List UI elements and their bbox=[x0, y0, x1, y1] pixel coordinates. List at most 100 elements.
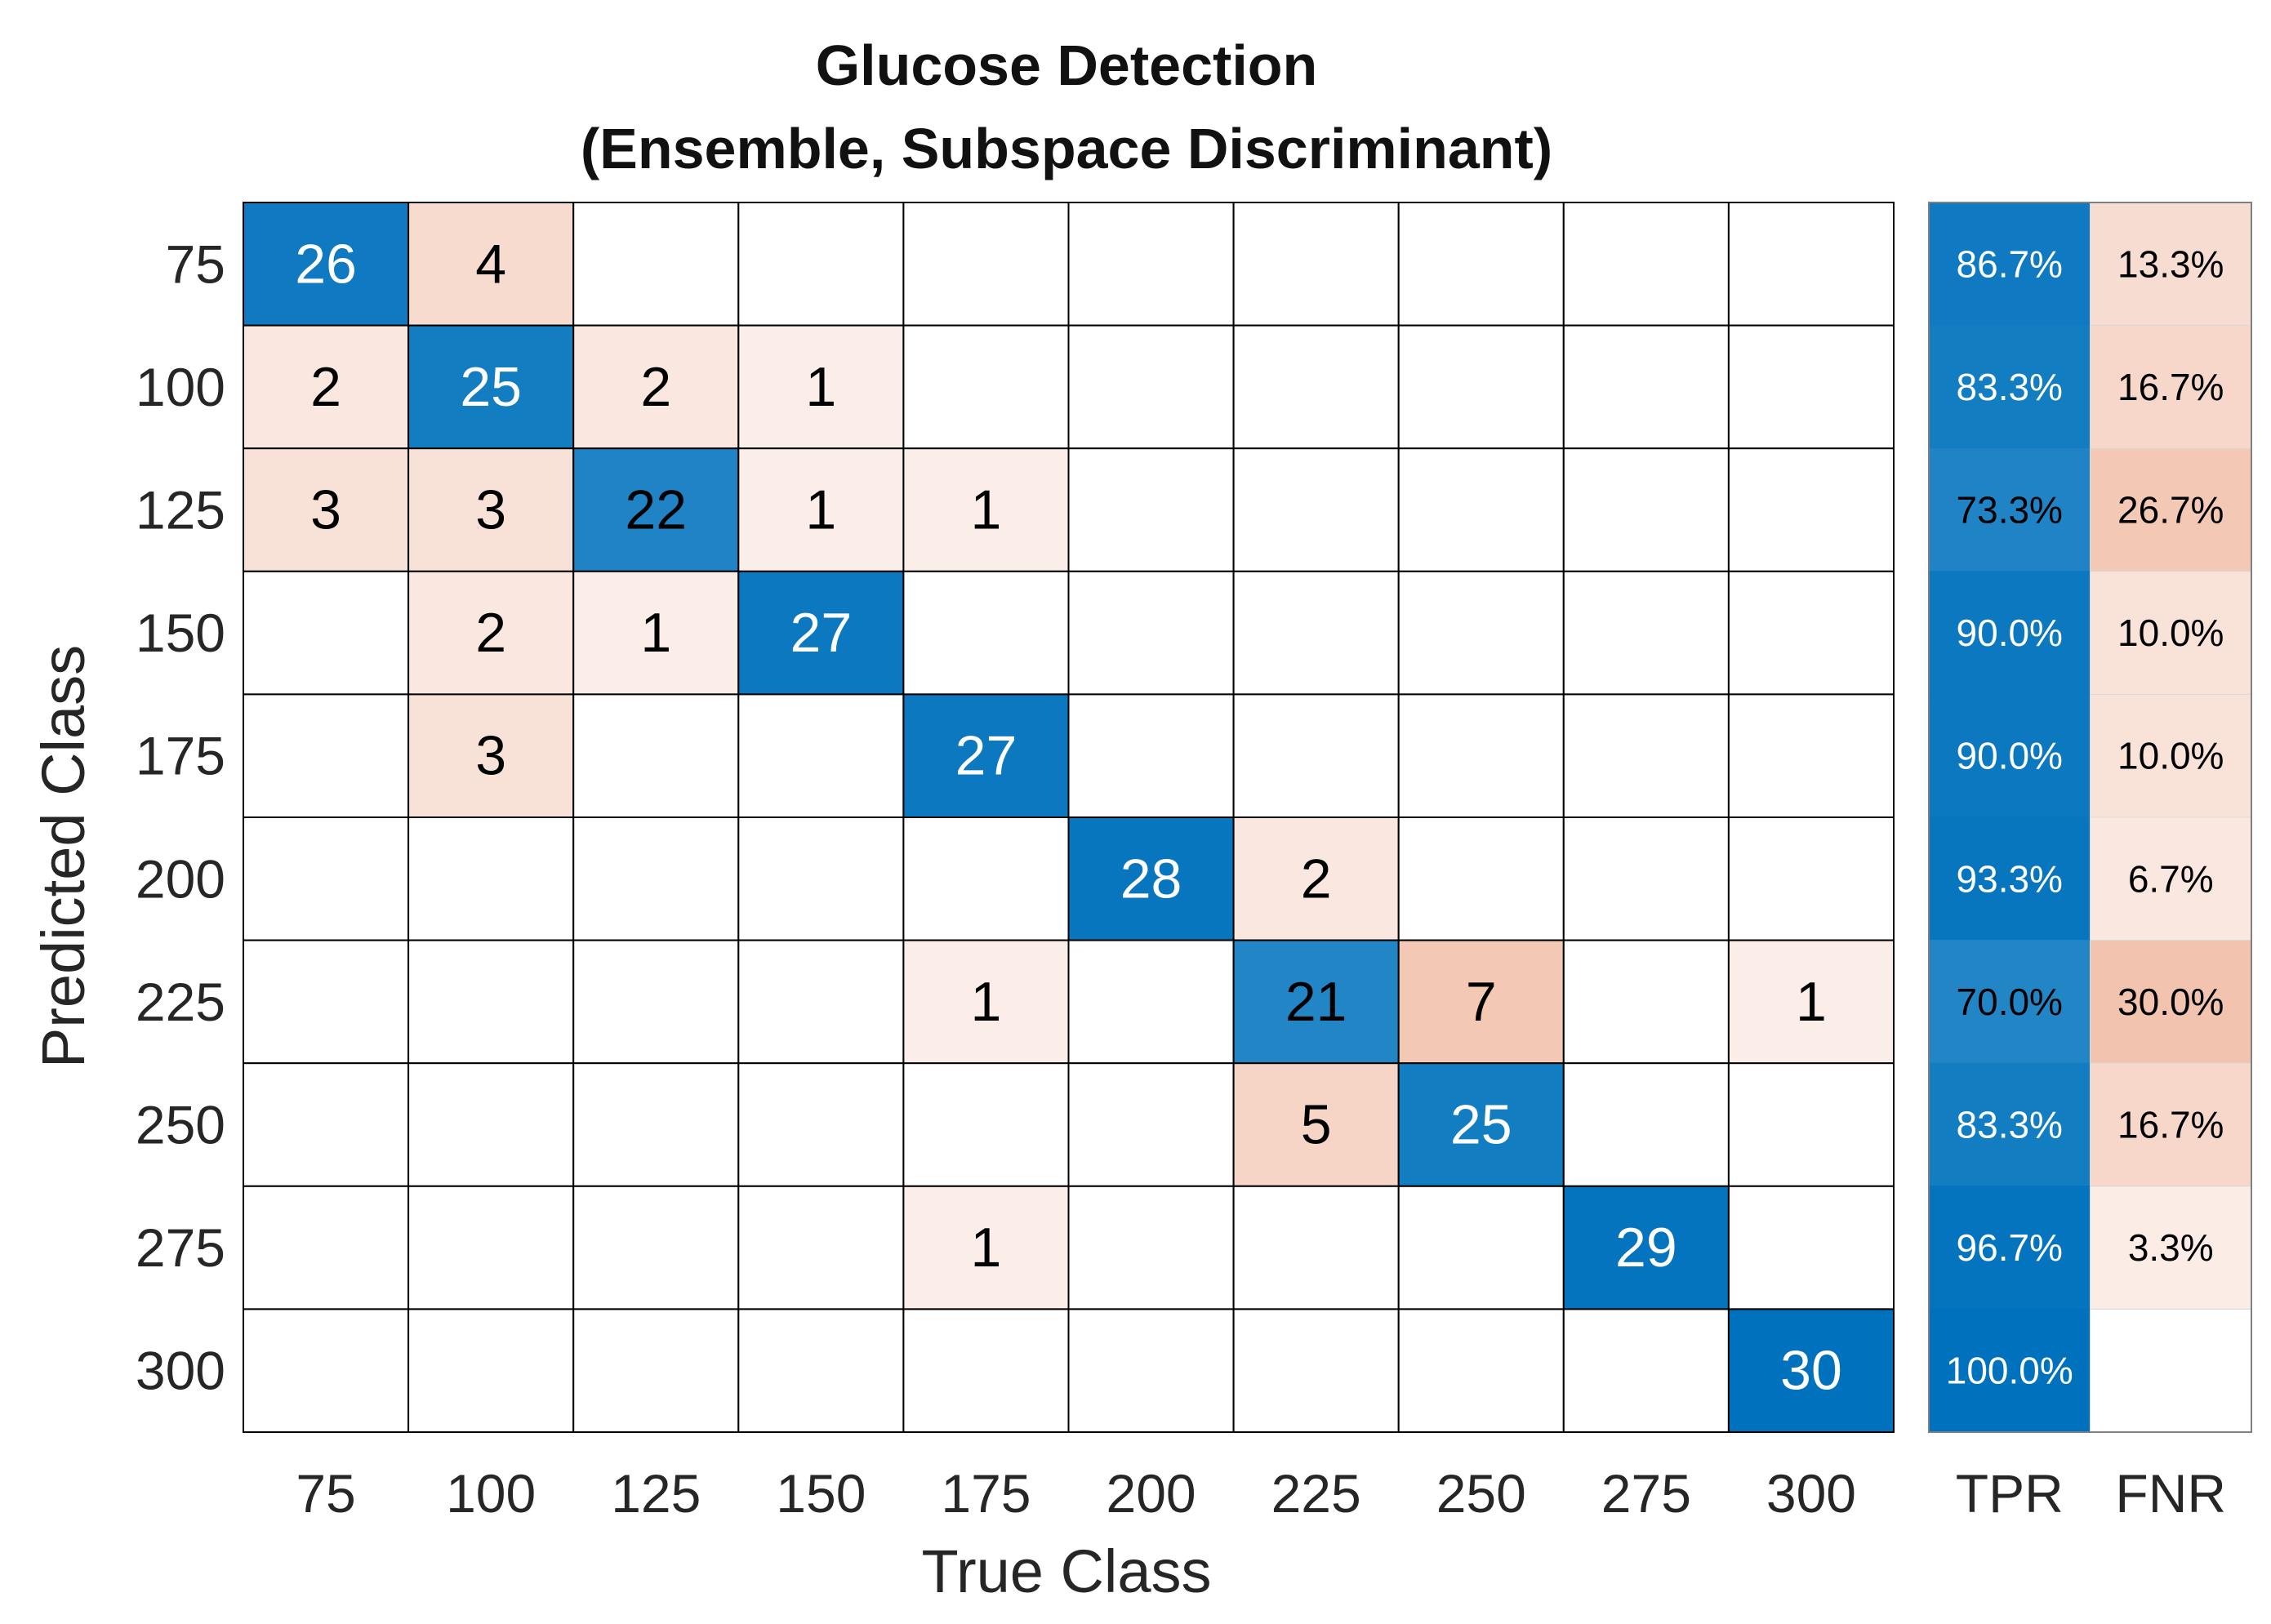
matrix-cell bbox=[1232, 447, 1400, 572]
matrix-cell bbox=[902, 693, 1070, 819]
matrix-cell bbox=[1067, 816, 1235, 941]
summary-values: 86.7% 13.3% 83.3% 16.7% 73.3% 26.7% 90.0% 10.0%… bbox=[1946, 242, 2224, 1391]
matrix-cell bbox=[572, 202, 740, 327]
matrix-cell bbox=[1397, 324, 1565, 450]
fnr-value: 3.3% bbox=[2128, 1226, 2214, 1269]
matrix-cell bbox=[1397, 693, 1565, 819]
tpr-cell bbox=[1928, 1308, 2091, 1433]
matrix-cell bbox=[1727, 202, 1895, 327]
matrix-cell bbox=[1562, 816, 1730, 941]
matrix-cell bbox=[243, 1308, 410, 1434]
matrix-cell bbox=[243, 202, 410, 327]
tpr-value: 86.7% bbox=[1957, 242, 2063, 285]
matrix-cell bbox=[1067, 1062, 1235, 1187]
matrix-cell bbox=[243, 570, 410, 696]
x-tick-label: 150 bbox=[776, 1463, 866, 1524]
matrix-cell bbox=[737, 816, 905, 941]
y-tick-label: 250 bbox=[136, 1095, 225, 1155]
matrix-cell bbox=[737, 1308, 905, 1434]
matrix-cell bbox=[1562, 324, 1730, 450]
matrix-cell bbox=[1397, 202, 1565, 327]
y-tick-label: 100 bbox=[136, 357, 225, 417]
matrix-cell-value: 1 bbox=[805, 479, 836, 541]
matrix-cell-value: 7 bbox=[1466, 971, 1497, 1033]
tpr-value: 100.0% bbox=[1946, 1350, 2073, 1392]
matrix-cell bbox=[902, 447, 1070, 572]
fnr-value: 10.0% bbox=[2117, 735, 2224, 777]
matrix-cell bbox=[1727, 1062, 1895, 1187]
matrix-cell bbox=[407, 1308, 575, 1434]
matrix-cell bbox=[1562, 693, 1730, 819]
matrix-cell-value: 5 bbox=[1301, 1094, 1332, 1156]
fnr-cell bbox=[2090, 1186, 2252, 1310]
matrix-cell bbox=[572, 693, 740, 819]
matrix-cell-value: 25 bbox=[460, 356, 522, 418]
tpr-cell bbox=[1928, 940, 2091, 1064]
fnr-value: 13.3% bbox=[2117, 242, 2224, 285]
tpr-value: 83.3% bbox=[1957, 366, 2063, 408]
matrix-cell bbox=[1232, 816, 1400, 941]
y-tick-label: 125 bbox=[136, 480, 225, 541]
x-tick-label: 275 bbox=[1601, 1463, 1691, 1524]
matrix-cell-value: 1 bbox=[1796, 971, 1827, 1033]
matrix-cell-value: 22 bbox=[625, 479, 687, 541]
tpr-cell bbox=[1928, 571, 2091, 695]
matrix-cell bbox=[1727, 939, 1895, 1065]
matrix-cell-value: 30 bbox=[1780, 1340, 1842, 1402]
matrix-cell bbox=[1397, 570, 1565, 696]
tpr-value: 73.3% bbox=[1957, 489, 2063, 532]
matrix-cell-value: 2 bbox=[1301, 848, 1332, 910]
x-tick-label: 100 bbox=[446, 1463, 536, 1524]
matrix-cell bbox=[1562, 1308, 1730, 1434]
fnr-value: 16.7% bbox=[2117, 1104, 2224, 1146]
matrix-cell bbox=[1562, 447, 1730, 572]
matrix-cell bbox=[407, 202, 575, 327]
y-axis-label: Predicted Class bbox=[29, 645, 97, 1068]
matrix-cell bbox=[1067, 939, 1235, 1065]
matrix-cell bbox=[407, 939, 575, 1065]
matrix-cell-value: 26 bbox=[295, 233, 357, 295]
matrix-cell bbox=[407, 816, 575, 941]
matrix-cell bbox=[1067, 202, 1235, 327]
matrix-cell-value: 3 bbox=[310, 479, 341, 541]
matrix-cell-value: 28 bbox=[1120, 848, 1182, 910]
y-tick-label: 225 bbox=[136, 972, 225, 1032]
matrix-cell bbox=[1397, 1062, 1565, 1187]
matrix-cell bbox=[1562, 1062, 1730, 1187]
tpr-value: 90.0% bbox=[1957, 612, 2063, 654]
matrix-cell bbox=[1232, 570, 1400, 696]
matrix-cell-value: 2 bbox=[310, 356, 341, 418]
y-tick-label: 300 bbox=[136, 1341, 225, 1401]
matrix-cell bbox=[243, 816, 410, 941]
matrix-cell bbox=[407, 447, 575, 572]
tpr-cell bbox=[1928, 325, 2091, 449]
x-tick-label: 225 bbox=[1271, 1463, 1361, 1524]
summary-cells bbox=[1928, 202, 2252, 1433]
matrix-cell bbox=[1727, 570, 1895, 696]
matrix-cell bbox=[902, 816, 1070, 941]
matrix-cell bbox=[1727, 693, 1895, 819]
matrix-cell-value: 27 bbox=[955, 725, 1017, 787]
matrix-cell bbox=[243, 447, 410, 572]
matrix-cell bbox=[1562, 939, 1730, 1065]
matrix-cell-value: 3 bbox=[475, 479, 506, 541]
tpr-value: 70.0% bbox=[1957, 981, 2063, 1023]
matrix-cell-value: 27 bbox=[790, 602, 853, 664]
fnr-cell bbox=[2090, 1062, 2252, 1187]
matrix-cell-value: 2 bbox=[475, 602, 506, 664]
matrix-cell bbox=[407, 1185, 575, 1310]
matrix-cell-value: 2 bbox=[640, 356, 671, 418]
summary-column-label: TPR bbox=[1956, 1463, 2064, 1524]
matrix-cell bbox=[407, 1062, 575, 1187]
matrix-cell bbox=[902, 570, 1070, 696]
matrix-cell bbox=[407, 324, 575, 450]
matrix-cell-value: 29 bbox=[1615, 1217, 1677, 1279]
fnr-cell bbox=[2090, 325, 2252, 449]
matrix-cell bbox=[1727, 324, 1895, 450]
matrix-cell-value: 1 bbox=[971, 971, 1002, 1033]
matrix-cell bbox=[737, 939, 905, 1065]
chart-title-line-2: (Ensemble, Subspace Discriminant) bbox=[581, 117, 1552, 180]
matrix-cell bbox=[737, 324, 905, 450]
matrix-cell bbox=[1232, 939, 1400, 1065]
